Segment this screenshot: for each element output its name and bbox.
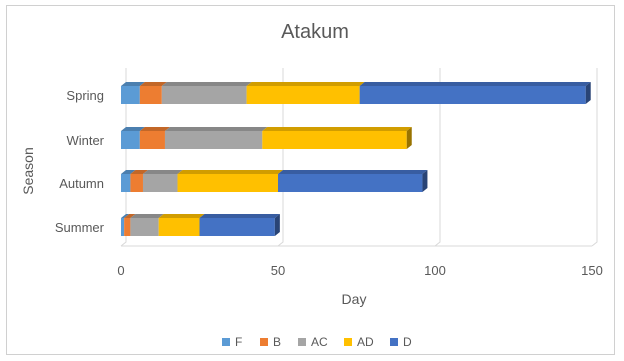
y-tick-label: Spring [66, 88, 104, 103]
bar-segment [130, 170, 148, 192]
bar-segment [278, 170, 428, 192]
bar-segment [359, 82, 591, 104]
y-tick-label: Summer [55, 220, 105, 235]
legend-swatch [222, 338, 230, 346]
legend-label: F [235, 335, 242, 349]
legend-item: F [222, 335, 242, 349]
x-tick-labels: 0 50 100 150 [117, 263, 602, 278]
y-axis-title: Season [20, 147, 36, 194]
legend-item: AD [344, 335, 374, 349]
bar-segment [130, 214, 164, 236]
bar-segment [177, 170, 283, 192]
bar-segment [121, 214, 130, 236]
gridline [434, 68, 441, 247]
gridline [277, 68, 284, 247]
legend-label: D [403, 335, 412, 349]
bar-segment [139, 82, 167, 104]
bar-segment [124, 214, 136, 236]
legend-label: AD [357, 335, 374, 349]
legend-swatch [298, 338, 306, 346]
chart-frame: Atakum Summer Autumn Winter Spring 0 50 100 15… [6, 5, 615, 355]
bar-segment [262, 127, 412, 149]
legend-item: D [390, 335, 412, 349]
legend-label: B [273, 335, 281, 349]
legend-swatch [260, 338, 268, 346]
bar-segment [199, 214, 280, 236]
legend-swatch [390, 338, 398, 346]
bar-segment [164, 127, 268, 149]
bar-segment [158, 214, 205, 236]
legend-item: B [260, 335, 281, 349]
gridlines [120, 68, 598, 247]
bar-segment [246, 82, 365, 104]
x-tick-label: 150 [581, 263, 603, 278]
legend-swatch [344, 338, 352, 346]
gridline [120, 68, 127, 247]
bar-segment [121, 82, 145, 104]
x-axis-title: Day [342, 291, 367, 307]
x-tick-label: 0 [117, 263, 124, 278]
bar-segment [161, 82, 252, 104]
y-tick-label: Winter [66, 133, 104, 148]
y-tick-labels: Summer Autumn Winter Spring [55, 88, 105, 235]
gridline [591, 68, 598, 247]
legend-item: AC [298, 335, 328, 349]
legend-label: AC [311, 335, 328, 349]
bar-segment [139, 127, 170, 149]
x-tick-label: 50 [271, 263, 285, 278]
bar-segment [121, 170, 136, 192]
legend: F B AC AD D [222, 335, 412, 349]
stacked-bar-chart: Atakum Summer Autumn Winter Spring 0 50 100 15… [20, 21, 603, 349]
y-tick-label: Autumn [59, 176, 104, 191]
bar-segment [121, 127, 145, 149]
x-tick-label: 100 [424, 263, 446, 278]
bar-series [121, 82, 591, 236]
bar-segment [142, 170, 183, 192]
chart-title: Atakum [281, 21, 349, 43]
